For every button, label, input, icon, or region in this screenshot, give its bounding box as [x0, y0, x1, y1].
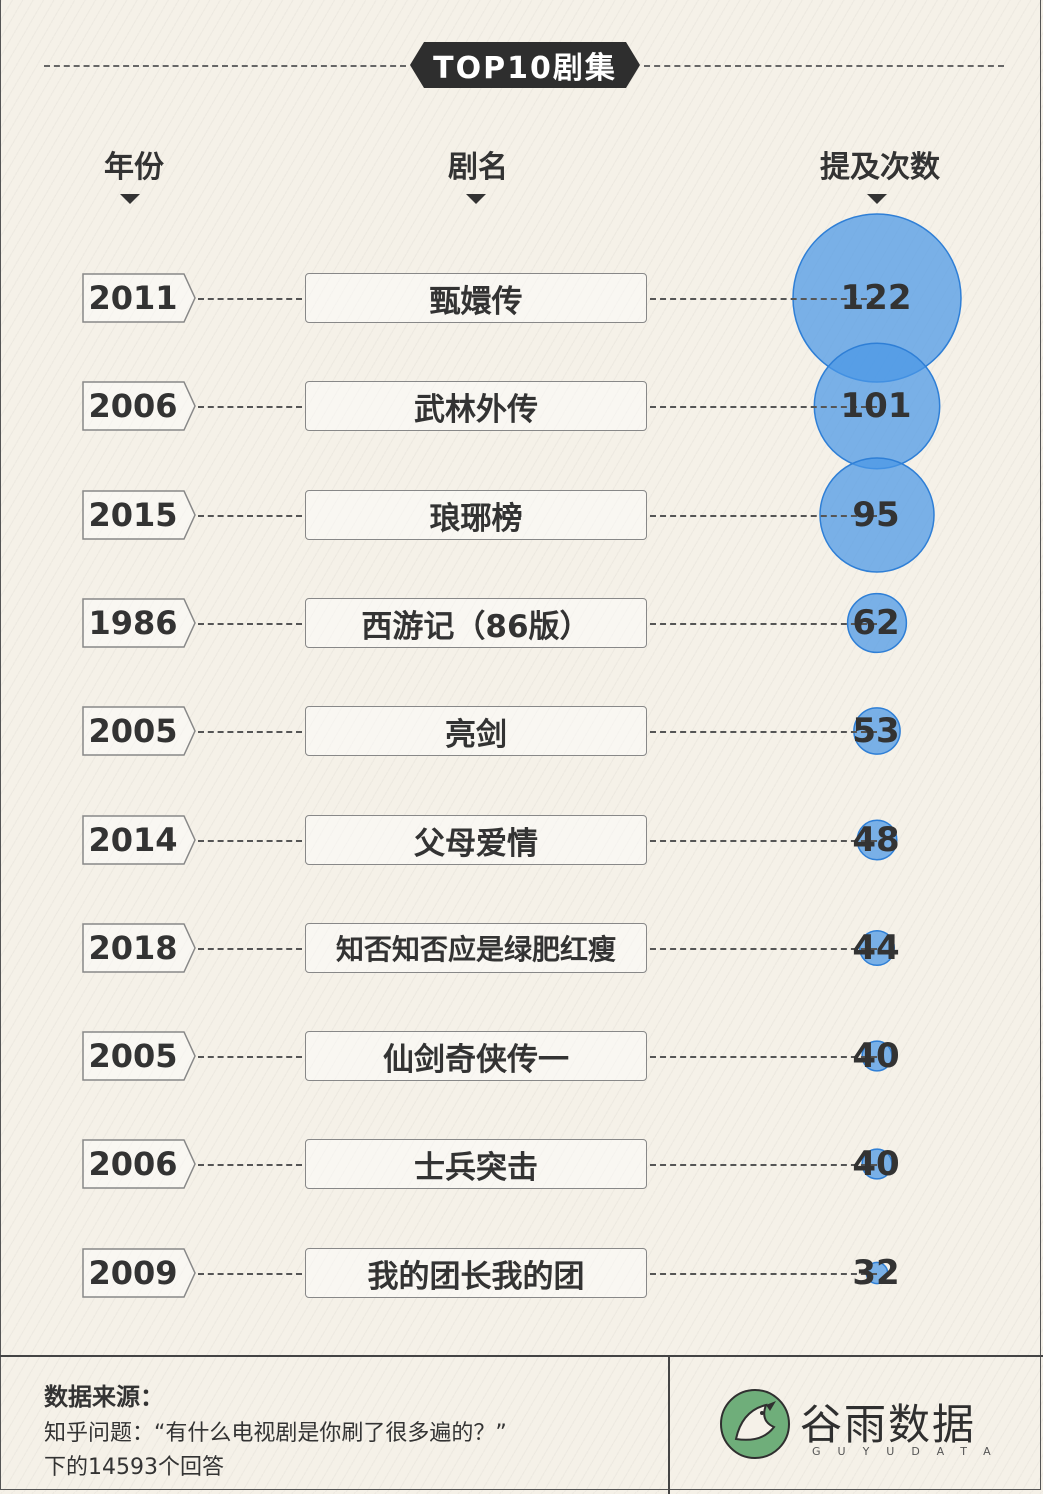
year-box: 2006 — [82, 1139, 196, 1189]
row-connector — [650, 623, 877, 625]
count-label: 101 — [840, 386, 912, 426]
year-label: 2014 — [88, 821, 178, 859]
title-divider-left — [44, 65, 406, 67]
header-name: 剧名 — [448, 150, 508, 185]
count-bubble — [861, 1148, 893, 1180]
row-connector — [198, 515, 302, 517]
count-bubble — [846, 592, 908, 654]
ranking-rows: 2011 甄嬛传 122 2006 武林外传 101 2015 琅琊榜 95 1986 西游记（86… — [82, 273, 912, 1298]
drama-name: 仙剑奇侠传一 — [305, 1031, 647, 1081]
row-connector — [650, 1056, 877, 1058]
row-connector — [198, 840, 302, 842]
drama-name: 我的团长我的团 — [305, 1248, 647, 1298]
source-label: 数据来源： — [44, 1383, 164, 1411]
year-box: 2011 — [82, 273, 196, 323]
year-label: 1986 — [88, 604, 178, 642]
logo-subtitle: GUYUDATA — [812, 1445, 1008, 1458]
drama-name: 亮剑 — [305, 706, 647, 756]
row-connector — [650, 1164, 877, 1166]
count-label: 40 — [852, 1144, 900, 1184]
header-count: 提及次数 — [820, 150, 940, 185]
row-connector — [650, 1273, 877, 1275]
row-connector — [198, 1164, 302, 1166]
footer: 数据来源： 知乎问题：“有什么电视剧是你刷了很多遍的？” 下的14593个回答 … — [0, 1355, 1043, 1494]
drama-name: 父母爱情 — [305, 815, 647, 865]
drama-name: 士兵突击 — [305, 1139, 647, 1189]
drama-name: 琅琊榜 — [305, 490, 647, 540]
bubble-layer — [792, 213, 962, 1285]
row-connector — [198, 948, 302, 950]
row-connector — [198, 298, 302, 300]
footer-divider — [668, 1357, 670, 1494]
year-label: 2018 — [88, 929, 178, 967]
year-label: 2015 — [88, 496, 178, 534]
source-answers: 下的14593个回答 — [44, 1455, 224, 1480]
year-label: 2011 — [88, 279, 178, 317]
count-label: 40 — [852, 1036, 900, 1076]
row-connector — [650, 731, 877, 733]
row-connector — [198, 623, 302, 625]
count-label: 122 — [840, 278, 912, 318]
row-connector — [650, 948, 877, 950]
count-label: 32 — [852, 1253, 900, 1293]
year-label: 2005 — [88, 1037, 178, 1075]
header-count-arrow-icon — [867, 194, 887, 204]
year-label: 2009 — [88, 1254, 178, 1292]
header-name-arrow-icon — [466, 194, 486, 204]
year-box: 2014 — [82, 815, 196, 865]
header-year-arrow-icon — [120, 194, 140, 204]
row-connector — [650, 298, 877, 300]
row-connector — [650, 840, 877, 842]
drama-name: 武林外传 — [305, 381, 647, 431]
year-box: 2018 — [82, 923, 196, 973]
count-label: 44 — [852, 928, 900, 968]
count-label: 53 — [852, 711, 900, 751]
chart-title: TOP10剧集 — [410, 42, 640, 88]
row-connector — [198, 406, 302, 408]
row-connector — [198, 1056, 302, 1058]
row-connector — [198, 731, 302, 733]
year-label: 2006 — [88, 387, 178, 425]
count-label: 48 — [852, 820, 900, 860]
drama-name: 甄嬛传 — [305, 273, 647, 323]
drama-name: 西游记（86版） — [305, 598, 647, 648]
title-divider-right — [644, 65, 1004, 67]
drama-name: 知否知否应是绿肥红瘦 — [305, 923, 647, 973]
year-box: 1986 — [82, 598, 196, 648]
header-year: 年份 — [104, 150, 164, 185]
year-box: 2005 — [82, 706, 196, 756]
row-connector — [650, 515, 877, 517]
source-question: 知乎问题：“有什么电视剧是你刷了很多遍的？” — [44, 1421, 507, 1446]
bird-logo-icon — [720, 1389, 790, 1459]
logo-name: 谷雨数据 — [800, 1400, 977, 1449]
year-box: 2015 — [82, 490, 196, 540]
year-box: 2009 — [82, 1248, 196, 1298]
year-box: 2006 — [82, 381, 196, 431]
row-connector — [650, 406, 877, 408]
year-label: 2005 — [88, 712, 178, 750]
year-label: 2006 — [88, 1145, 178, 1183]
count-bubble — [861, 1040, 893, 1072]
row-connector — [198, 1273, 302, 1275]
year-box: 2005 — [82, 1031, 196, 1081]
count-label: 62 — [852, 603, 900, 643]
count-label: 95 — [852, 495, 900, 535]
